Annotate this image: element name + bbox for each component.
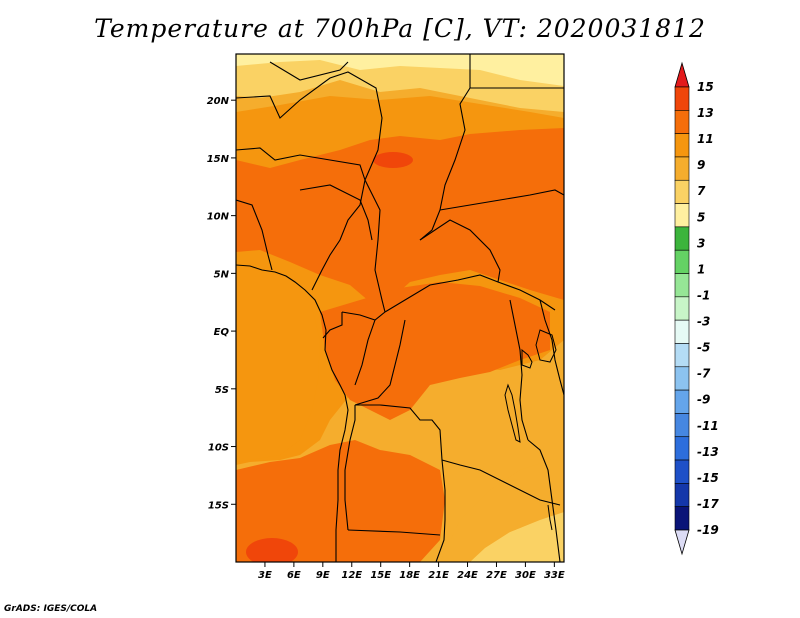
lon-tick-label: 15E <box>370 570 391 581</box>
field-9-11-coast <box>236 262 320 462</box>
colorbar-label: 1 <box>697 262 705 276</box>
map-frame <box>235 53 565 563</box>
country-borders <box>236 54 564 562</box>
lon-tick-label: 27E <box>486 570 507 581</box>
colorbar-label: 11 <box>697 132 714 146</box>
colorbar-bin <box>674 110 690 134</box>
lat-tick-label: 10S <box>208 443 229 454</box>
latitude-axis: 20N 15N 10N 5N EQ 5S 10S 15S <box>207 96 236 511</box>
colorbar-label: -3 <box>697 315 710 329</box>
lat-tick-label: 10N <box>207 212 230 223</box>
hotspot-sahel <box>373 152 413 168</box>
colorbar-bin <box>674 203 690 228</box>
colorbar-top-arrow <box>674 61 690 88</box>
lon-tick-label: 3E <box>258 570 272 581</box>
colorbar-bin <box>674 319 690 344</box>
colorbar-bin <box>674 389 690 414</box>
colorbar-bin <box>674 156 690 181</box>
colorbar-bin <box>674 366 690 391</box>
colorbar-bin <box>674 459 690 484</box>
colorbar-label: 9 <box>697 158 705 172</box>
colorbar-bin <box>674 506 690 531</box>
colorbar-label: -17 <box>697 497 719 511</box>
field-11-13-north <box>236 128 564 302</box>
field-3-5-north <box>236 54 564 86</box>
lon-tick-label: 9E <box>316 570 330 581</box>
map-title: Temperature at 700hPa [C], VT: 202003181… <box>94 14 706 43</box>
lon-tick-label: 6E <box>287 570 301 581</box>
lat-tick-label: 15N <box>207 154 230 165</box>
lon-tick-label: 21E <box>428 570 449 581</box>
colorbar-bin <box>674 226 690 251</box>
colorbar-label: -13 <box>697 445 719 459</box>
lat-tick-label: 5N <box>214 269 230 280</box>
colorbar-label: -7 <box>697 367 711 381</box>
colorbar-bin <box>674 343 690 368</box>
colorbar-bin <box>674 179 690 204</box>
colorbar-bottom-arrow <box>674 529 690 556</box>
color-legend: 15 13 11 9 7 5 3 1 -1 -3 -5 -7 -9 -11 -13 -15 -17 -19 <box>674 61 719 556</box>
temperature-field <box>236 54 564 562</box>
colorbar-bin <box>674 133 690 158</box>
field-7-9-southeast <box>440 458 564 562</box>
colorbar-label: -9 <box>697 393 710 407</box>
lat-tick-label: 20N <box>207 96 230 107</box>
colorbar-label: 7 <box>697 184 706 198</box>
colorbar-bin <box>674 86 690 111</box>
lat-tick-label: EQ <box>214 327 230 338</box>
colorbar-bin <box>674 296 690 321</box>
colorbar-label: -19 <box>697 523 719 537</box>
colorbar-label: 3 <box>697 236 705 250</box>
colorbar-label: -15 <box>697 471 719 485</box>
field-11-13-central <box>320 282 550 420</box>
colorbar-label: 13 <box>697 106 714 120</box>
software-credit: GrADS: IGES/COLA <box>4 604 98 614</box>
lon-tick-label: 33E <box>544 570 565 581</box>
colorbar-label: 5 <box>697 210 705 224</box>
lon-tick-label: 30E <box>515 570 536 581</box>
lon-tick-label: 12E <box>341 570 362 581</box>
longitude-axis: 3E 6E 9E 12E 15E 18E 21E 24E 27E 30E 33E <box>258 562 565 581</box>
colorbar-label: -11 <box>697 419 719 433</box>
lon-tick-label: 24E <box>457 570 478 581</box>
lat-tick-label: 5S <box>215 385 229 396</box>
lat-tick-label: 15S <box>208 500 229 511</box>
colorbar-label: 15 <box>697 80 714 94</box>
colorbar-bin <box>674 273 690 298</box>
colorbar-bin <box>674 249 690 274</box>
lakes <box>504 329 557 531</box>
colorbar-bin <box>674 436 690 461</box>
colorbar-bin <box>674 483 690 507</box>
field-5-7-southeast <box>470 512 564 562</box>
colorbar-label: -1 <box>697 288 710 302</box>
hotspot-southwest <box>246 538 298 562</box>
lon-tick-label: 18E <box>399 570 420 581</box>
colorbar-bin <box>674 413 690 438</box>
colorbar-label: -5 <box>697 341 710 355</box>
